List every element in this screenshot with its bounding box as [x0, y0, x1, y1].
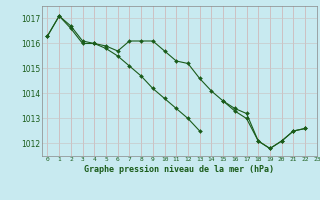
X-axis label: Graphe pression niveau de la mer (hPa): Graphe pression niveau de la mer (hPa) — [84, 165, 274, 174]
